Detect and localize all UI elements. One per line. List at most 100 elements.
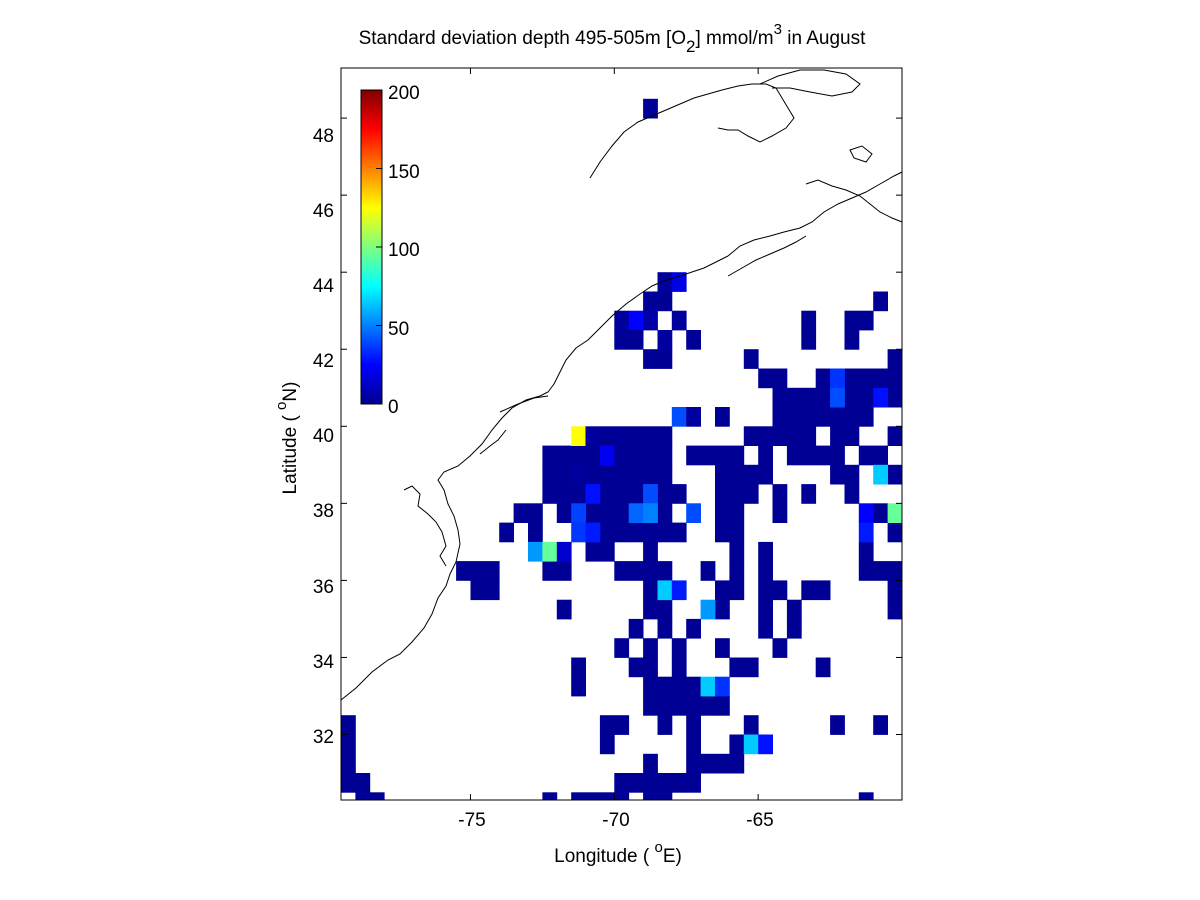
- heatmap-cell: [873, 368, 888, 389]
- y-tick-labels: 32 34 36 38 40 42 44 46 48: [313, 126, 335, 748]
- heatmap-cell: [628, 522, 644, 543]
- heatmap-cell: [758, 580, 773, 601]
- y-tick-label: 42: [313, 351, 334, 372]
- heatmap-cell: [628, 426, 644, 446]
- heatmap-cell: [873, 503, 888, 523]
- heatmap-cell: [571, 503, 586, 523]
- heatmap-cell: [729, 734, 745, 755]
- heatmap-cell: [815, 580, 831, 601]
- heatmap-cell: [686, 445, 701, 466]
- heatmap-cell: [772, 484, 788, 504]
- heatmap-cell: [571, 464, 586, 485]
- heatmap-cell: [556, 464, 572, 485]
- heatmap-cell: [729, 503, 745, 523]
- heatmap-cell: [830, 464, 845, 485]
- heatmap-cell: [628, 464, 644, 485]
- heatmap-cell: [628, 484, 644, 504]
- heatmap-cell: [686, 407, 701, 427]
- heatmap-cell: [643, 98, 658, 119]
- heatmap-cell: [887, 464, 903, 485]
- heatmap-cell: [599, 734, 615, 755]
- heatmap-cell: [772, 368, 788, 389]
- heatmap-cell: [758, 599, 773, 620]
- heatmap-cell: [614, 638, 630, 658]
- heatmap-cell: [657, 464, 673, 485]
- heatmap-cell: [887, 599, 903, 620]
- heatmap-cell: [700, 561, 716, 581]
- heatmap-cell: [585, 503, 601, 523]
- heatmap-cell: [556, 503, 572, 523]
- heatmap-cell: [657, 599, 673, 620]
- heatmap-cell: [715, 407, 730, 427]
- heatmap-cell: [715, 753, 730, 774]
- heatmap-cell: [715, 503, 730, 523]
- heatmap-cell: [743, 734, 759, 755]
- heatmap-cell: [556, 445, 572, 466]
- heatmap-cell: [542, 445, 558, 466]
- heatmap-cell: [786, 407, 802, 427]
- heatmap-cell: [758, 426, 773, 446]
- heatmap-cell: [686, 330, 701, 350]
- heatmap-cell: [686, 618, 701, 639]
- colorbar-tick-label: 50: [388, 319, 409, 340]
- heatmap-cell: [729, 753, 745, 774]
- heatmap-cell: [585, 541, 601, 562]
- y-tick-label: 48: [313, 126, 334, 147]
- heatmap-cell: [700, 676, 716, 697]
- heatmap-cell: [729, 522, 745, 543]
- heatmap-cell: [628, 773, 644, 793]
- heatmap-cell: [715, 638, 730, 658]
- heatmap-cell: [815, 445, 831, 466]
- heatmap-cell: [614, 561, 630, 581]
- heatmap-cell: [542, 541, 558, 562]
- heatmap-cell: [657, 773, 673, 793]
- heatmap-cell: [873, 445, 888, 466]
- heatmap-cell: [729, 657, 745, 678]
- heatmap-cell: [599, 503, 615, 523]
- heatmap-cell: [686, 696, 701, 716]
- heatmap-cell: [657, 522, 673, 543]
- heatmap-cell: [571, 657, 586, 678]
- heatmap-cell: [571, 484, 586, 504]
- heatmap-cell: [801, 387, 817, 408]
- heatmap-cell: [844, 330, 860, 350]
- heatmap-cell: [513, 503, 529, 523]
- y-tick-label: 34: [313, 652, 335, 673]
- heatmap-cell: [758, 368, 773, 389]
- heatmap-cell: [614, 464, 630, 485]
- heatmap-cell: [657, 792, 673, 801]
- heatmap-cell: [571, 792, 586, 801]
- heatmap-cell: [571, 522, 586, 543]
- heatmap-cell: [643, 561, 658, 581]
- heatmap-cell: [657, 676, 673, 697]
- heatmap-cell: [484, 580, 500, 601]
- heatmap-cell: [729, 580, 745, 601]
- heatmap-cell: [700, 599, 716, 620]
- heatmap-cell: [671, 580, 687, 601]
- heatmap-cell: [643, 773, 658, 793]
- heatmap-cell: [700, 696, 716, 716]
- heatmap-cell: [858, 407, 874, 427]
- heatmap-cell: [801, 330, 817, 350]
- heatmap-cell: [715, 464, 730, 485]
- colorbar-tick-label: 150: [388, 162, 420, 183]
- heatmap-cell: [887, 561, 903, 581]
- heatmap-cell: [858, 445, 874, 466]
- heatmap-cell: [887, 426, 903, 446]
- heatmap-cell: [628, 310, 644, 331]
- heatmap-cell: [614, 484, 630, 504]
- heatmap-cell: [643, 503, 658, 523]
- heatmap-cell: [844, 464, 860, 485]
- heatmap-cell: [470, 580, 486, 601]
- heatmap-cell: [844, 387, 860, 408]
- coastline: [340, 69, 903, 701]
- heatmap-cell: [743, 657, 759, 678]
- heatmap-cell: [628, 657, 644, 678]
- heatmap-cell: [715, 580, 730, 601]
- heatmap-cell: [671, 484, 687, 504]
- heatmap-cell: [743, 426, 759, 446]
- heatmap-cell: [341, 734, 356, 755]
- heatmap-cell: [844, 368, 860, 389]
- heatmap-cell: [643, 445, 658, 466]
- heatmap-cell: [341, 753, 356, 774]
